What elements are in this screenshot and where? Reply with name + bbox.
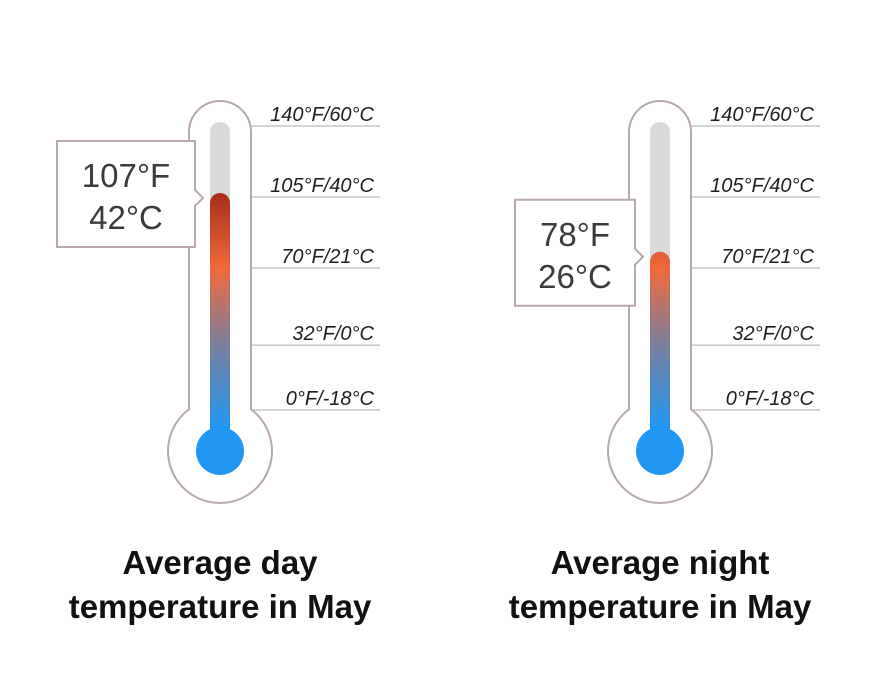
tick-label: 0°F/-18°C xyxy=(286,388,375,410)
tick-label: 140°F/60°C xyxy=(270,104,374,126)
callout-fahrenheit: 78°F xyxy=(540,216,610,253)
mercury-column xyxy=(210,192,230,451)
tick-label: 140°F/60°C xyxy=(710,104,814,126)
thermometer-title: Average day xyxy=(122,544,318,581)
callout-fahrenheit: 107°F xyxy=(82,157,170,194)
tick-label: 70°F/21°C xyxy=(721,246,814,268)
tick-label: 105°F/40°C xyxy=(710,175,814,197)
value-callout xyxy=(56,139,205,248)
tick-label: 32°F/0°C xyxy=(292,323,374,345)
tick-label: 0°F/-18°C xyxy=(726,388,815,410)
thermometer-title: temperature in May xyxy=(69,588,372,625)
mercury-column xyxy=(650,251,670,451)
thermometer-night: 140°F/60°C 105°F/40°C 70°F/21°C 32°F/0°C 0°F… xyxy=(509,100,820,625)
tick-label: 105°F/40°C xyxy=(270,175,374,197)
callout-celsius: 42°C xyxy=(89,199,163,236)
thermometer-title: temperature in May xyxy=(509,588,812,625)
thermometer-bulb xyxy=(196,427,244,475)
callout-celsius: 26°C xyxy=(538,258,612,295)
thermometer-day: 140°F/60°C 105°F/40°C 70°F/21°C 32°F/0°C 0°F… xyxy=(56,100,380,625)
thermometer-bulb xyxy=(636,427,684,475)
thermometer-title: Average night xyxy=(551,544,770,581)
tick-label: 32°F/0°C xyxy=(732,323,814,345)
value-callout xyxy=(514,198,645,307)
tick-label: 70°F/21°C xyxy=(281,246,374,268)
